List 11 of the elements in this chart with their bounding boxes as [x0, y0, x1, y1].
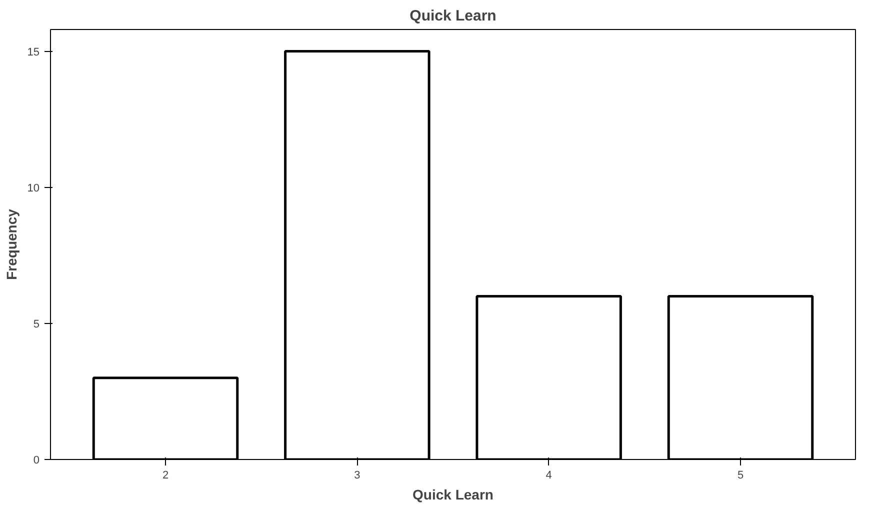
- y-tick-label: 5: [33, 318, 40, 330]
- x-axis-title: Quick Learn: [412, 486, 494, 502]
- x-tick-label: 3: [354, 470, 360, 482]
- x-tick-label: 2: [162, 470, 169, 482]
- x-tick-label: 4: [546, 470, 552, 482]
- y-tick-label: 0: [33, 454, 40, 466]
- y-tick-label: 10: [27, 182, 40, 194]
- chart-title: Quick Learn: [410, 8, 496, 24]
- x-tick-label: 5: [737, 470, 744, 482]
- y-axis-title: Frequency: [3, 208, 20, 280]
- y-tick-label: 15: [27, 46, 40, 58]
